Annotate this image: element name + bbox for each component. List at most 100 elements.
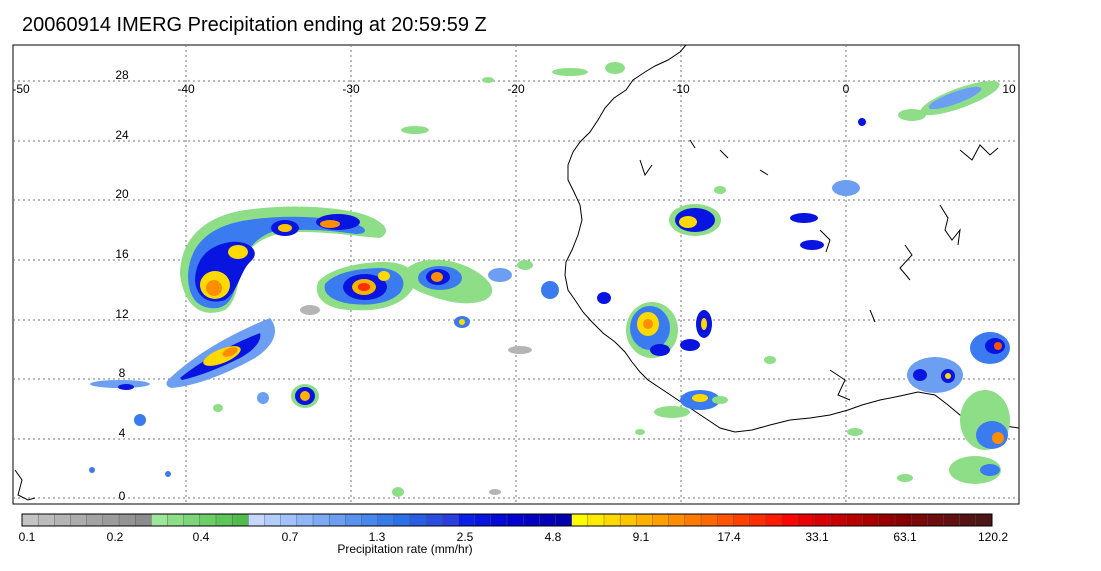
colorbar-cells (21, 513, 993, 527)
colorbar-title: Precipitation rate (mm/hr) (337, 542, 472, 556)
colorbar-cell (943, 513, 961, 527)
colorbar-cell (910, 513, 928, 527)
colorbar-cell (571, 513, 589, 527)
lon-label: -10 (672, 82, 690, 96)
colorbar-cell (312, 513, 330, 527)
colorbar-cell (377, 513, 395, 527)
colorbar-cell (975, 513, 993, 527)
longitude-labels: -50 -40 -30 -20 -10 0 10 (12, 82, 1016, 96)
inland-features (14, 139, 999, 501)
lat-label: 24 (115, 128, 129, 142)
colorbar-tick-label: 63.1 (893, 530, 917, 544)
storm-coast (402, 259, 559, 328)
colorbar-cell (846, 513, 864, 527)
colorbar-cell (442, 513, 459, 527)
colorbar-cell (280, 513, 298, 527)
colorbar-tick-label: 120.2 (978, 530, 1008, 544)
colorbar-cell (894, 513, 912, 527)
lon-label: 0 (843, 82, 850, 96)
colorbar-cell (830, 513, 848, 527)
colorbar-tick-label: 1.3 (369, 530, 386, 544)
africa-coastline (564, 45, 1019, 433)
lat-label: 16 (115, 247, 129, 261)
map-title: 20060914 IMERG Precipitation ending at 2… (22, 14, 487, 36)
lat-label: 0 (119, 489, 126, 503)
colorbar-cell (70, 513, 88, 527)
colorbar-cell (345, 513, 362, 527)
colorbar-cell (490, 513, 508, 527)
colorbar-cell (21, 513, 39, 527)
colorbar-cell (765, 513, 783, 527)
colorbar-cell (248, 513, 266, 527)
colorbar-cell (474, 513, 492, 527)
lon-label: 10 (1002, 82, 1016, 96)
colorbar-cell (361, 513, 379, 527)
colorbar-cell (555, 513, 573, 527)
colorbar-tick-label: 17.4 (717, 530, 741, 544)
colorbar-cell (425, 513, 443, 527)
colorbar-cell (927, 513, 945, 527)
colorbar-cell (603, 513, 621, 527)
colorbar-cell (506, 513, 524, 527)
colorbar-cell (151, 513, 169, 527)
colorbar-cell (587, 513, 605, 527)
colorbar-cell (37, 513, 55, 527)
lon-label: -50 (12, 82, 30, 96)
colorbar-cell (199, 513, 217, 527)
colorbar-cell (296, 513, 314, 527)
colorbar-tick-label: 9.1 (633, 530, 650, 544)
colorbar-tick-label: 4.8 (545, 530, 562, 544)
lat-label: 20 (115, 187, 129, 201)
colorbar-cell (781, 513, 799, 527)
colorbar-tick-label: 0.4 (193, 530, 210, 544)
graticule (13, 45, 1019, 504)
scattered-rain (89, 62, 913, 497)
colorbar-cell (539, 513, 557, 527)
colorbar-cell (749, 513, 767, 527)
colorbar-cell (684, 513, 702, 527)
storm-arc-west (180, 206, 386, 313)
colorbar-cell (813, 513, 831, 527)
colorbar-cell (215, 513, 233, 527)
lon-label: -40 (177, 82, 195, 96)
colorbar-cell (167, 513, 185, 527)
lon-label: -20 (507, 82, 525, 96)
storm-band (90, 318, 275, 390)
lon-label: -30 (342, 82, 360, 96)
colorbar-cell (264, 513, 282, 527)
colorbar-cell (522, 513, 540, 527)
colorbar-cell (878, 513, 896, 527)
storm-central (316, 262, 415, 311)
colorbar-tick-label: 0.1 (19, 530, 36, 544)
colorbar-cell (716, 513, 734, 527)
colorbar-labels: 0.1 0.2 0.4 0.7 1.3 2.5 4.8 9.1 17.4 33.… (19, 530, 1009, 544)
colorbar-tick-label: 0.7 (282, 530, 299, 544)
colorbar-cell (328, 513, 346, 527)
colorbar-cell (118, 513, 136, 527)
latitude-labels: 28 24 20 16 12 8 4 0 (115, 68, 129, 503)
colorbar-cell (797, 513, 815, 527)
colorbar-cell (862, 513, 880, 527)
colorbar-tick-label: 2.5 (457, 530, 474, 544)
colorbar-cell (86, 513, 104, 527)
lat-label: 8 (119, 366, 126, 380)
colorbar-cell (733, 513, 751, 527)
colorbar-cell (652, 513, 670, 527)
colorbar-tick-label: 0.2 (107, 530, 124, 544)
colorbar-cell (619, 513, 637, 527)
storm-sahel (597, 180, 860, 418)
colorbar-cell (409, 513, 427, 527)
lat-label: 28 (115, 68, 129, 82)
colorbar-cell (183, 513, 201, 527)
colorbar-cell (393, 513, 411, 527)
storm-east (858, 80, 1010, 484)
colorbar-cell (636, 513, 654, 527)
lat-label: 12 (115, 307, 129, 321)
colorbar-cell (668, 513, 686, 527)
colorbar-cell (700, 513, 718, 527)
colorbar-tick-label: 33.1 (805, 530, 829, 544)
colorbar-cell (959, 513, 977, 527)
colorbar-frame (21, 513, 993, 527)
storm-small (134, 384, 319, 426)
